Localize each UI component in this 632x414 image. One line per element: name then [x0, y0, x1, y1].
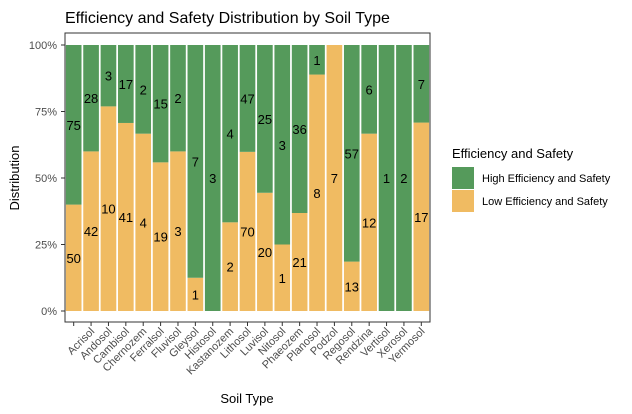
- bar-segment: [65, 45, 82, 205]
- bar-segment: [309, 74, 325, 311]
- data-label: 36: [292, 122, 306, 137]
- bar-segment: [326, 45, 343, 311]
- legend-key: [452, 190, 474, 212]
- legend-title: Efficiency and Safety: [452, 146, 574, 161]
- data-label: 2: [227, 260, 234, 275]
- y-axis-title: Distribution: [7, 145, 22, 210]
- data-label: 42: [84, 224, 98, 239]
- bar-segment: [100, 106, 117, 311]
- bar-segment: [204, 45, 221, 311]
- bar-segment: [187, 45, 204, 278]
- bar-segment: [291, 213, 308, 311]
- y-tick-label: 50%: [35, 173, 57, 185]
- bar-segment: [343, 45, 360, 262]
- data-label: 3: [209, 171, 216, 186]
- data-label: 6: [366, 82, 373, 97]
- y-tick-label: 75%: [35, 107, 57, 119]
- bar-segment: [222, 222, 238, 311]
- data-label: 17: [119, 77, 133, 92]
- bar-segment: [100, 45, 117, 107]
- bar-segment: [274, 244, 291, 311]
- data-label: 47: [240, 91, 254, 106]
- data-label: 3: [279, 138, 286, 153]
- bar-segment: [274, 45, 291, 245]
- bar-segment: [152, 162, 169, 311]
- data-label: 70: [240, 224, 254, 239]
- bar-segment: [257, 45, 273, 193]
- data-label: 50: [66, 251, 80, 266]
- data-label: 1: [383, 171, 390, 186]
- bar-segment: [361, 133, 377, 311]
- data-label: 25: [258, 112, 272, 127]
- data-label: 2: [174, 91, 181, 106]
- data-label: 7: [418, 77, 425, 92]
- bar-segment: [239, 45, 256, 152]
- bar-segment: [413, 45, 430, 123]
- bar-segment: [135, 133, 152, 311]
- data-label: 57: [345, 146, 359, 161]
- data-label: 75: [66, 118, 80, 133]
- legend-label: High Efficiency and Safety: [482, 173, 611, 185]
- bar-segment: [291, 45, 308, 213]
- data-label: 8: [313, 186, 320, 201]
- panel-border: [64, 32, 431, 323]
- bar-segment: [396, 45, 412, 311]
- bar-segment: [83, 45, 99, 152]
- bar-segment: [187, 277, 204, 311]
- data-label: 41: [119, 210, 133, 225]
- chart-title: Efficiency and Safety Distribution by So…: [65, 10, 390, 27]
- legend-label: Low Efficiency and Safety: [482, 196, 608, 208]
- data-label: 13: [345, 279, 359, 294]
- bar-segment: [65, 204, 82, 311]
- data-label: 21: [292, 255, 306, 270]
- data-label: 19: [153, 230, 167, 245]
- data-label: 20: [258, 245, 272, 260]
- y-tick-label: 100%: [29, 40, 57, 52]
- data-label: 2: [400, 171, 407, 186]
- data-label: 28: [84, 91, 98, 106]
- y-tick-label: 25%: [35, 240, 57, 252]
- bar-segment: [343, 261, 360, 311]
- data-label: 2: [140, 82, 147, 97]
- data-label: 12: [362, 215, 376, 230]
- bar-segment: [239, 151, 256, 311]
- bar-segment: [152, 45, 169, 163]
- data-label: 17: [414, 210, 428, 225]
- bar-segment: [222, 45, 238, 223]
- data-label: 4: [140, 215, 147, 230]
- data-label: 10: [101, 202, 115, 217]
- data-label: 7: [331, 171, 338, 186]
- data-label: 4: [227, 127, 234, 142]
- bar-segment: [135, 45, 152, 134]
- bar-segment: [413, 122, 430, 311]
- bar-segment: [118, 45, 134, 123]
- data-label: 15: [153, 97, 167, 112]
- bar-segment: [83, 151, 99, 311]
- bar-segment: [257, 192, 273, 311]
- data-label: 1: [313, 53, 320, 68]
- y-tick-label: 0%: [41, 306, 57, 318]
- legend-key: [452, 167, 474, 189]
- x-axis-title: Soil Type: [220, 391, 273, 406]
- data-label: 1: [279, 271, 286, 286]
- bar-segment: [170, 45, 186, 152]
- bar-segment: [378, 45, 395, 311]
- bar-segment: [361, 45, 377, 134]
- data-label: 3: [174, 224, 181, 239]
- bar-segment: [170, 151, 186, 311]
- bar-segment: [309, 45, 325, 75]
- data-label: 7: [192, 154, 199, 169]
- bar-segment: [118, 122, 134, 311]
- data-label: 3: [105, 69, 112, 84]
- data-label: 1: [192, 287, 199, 302]
